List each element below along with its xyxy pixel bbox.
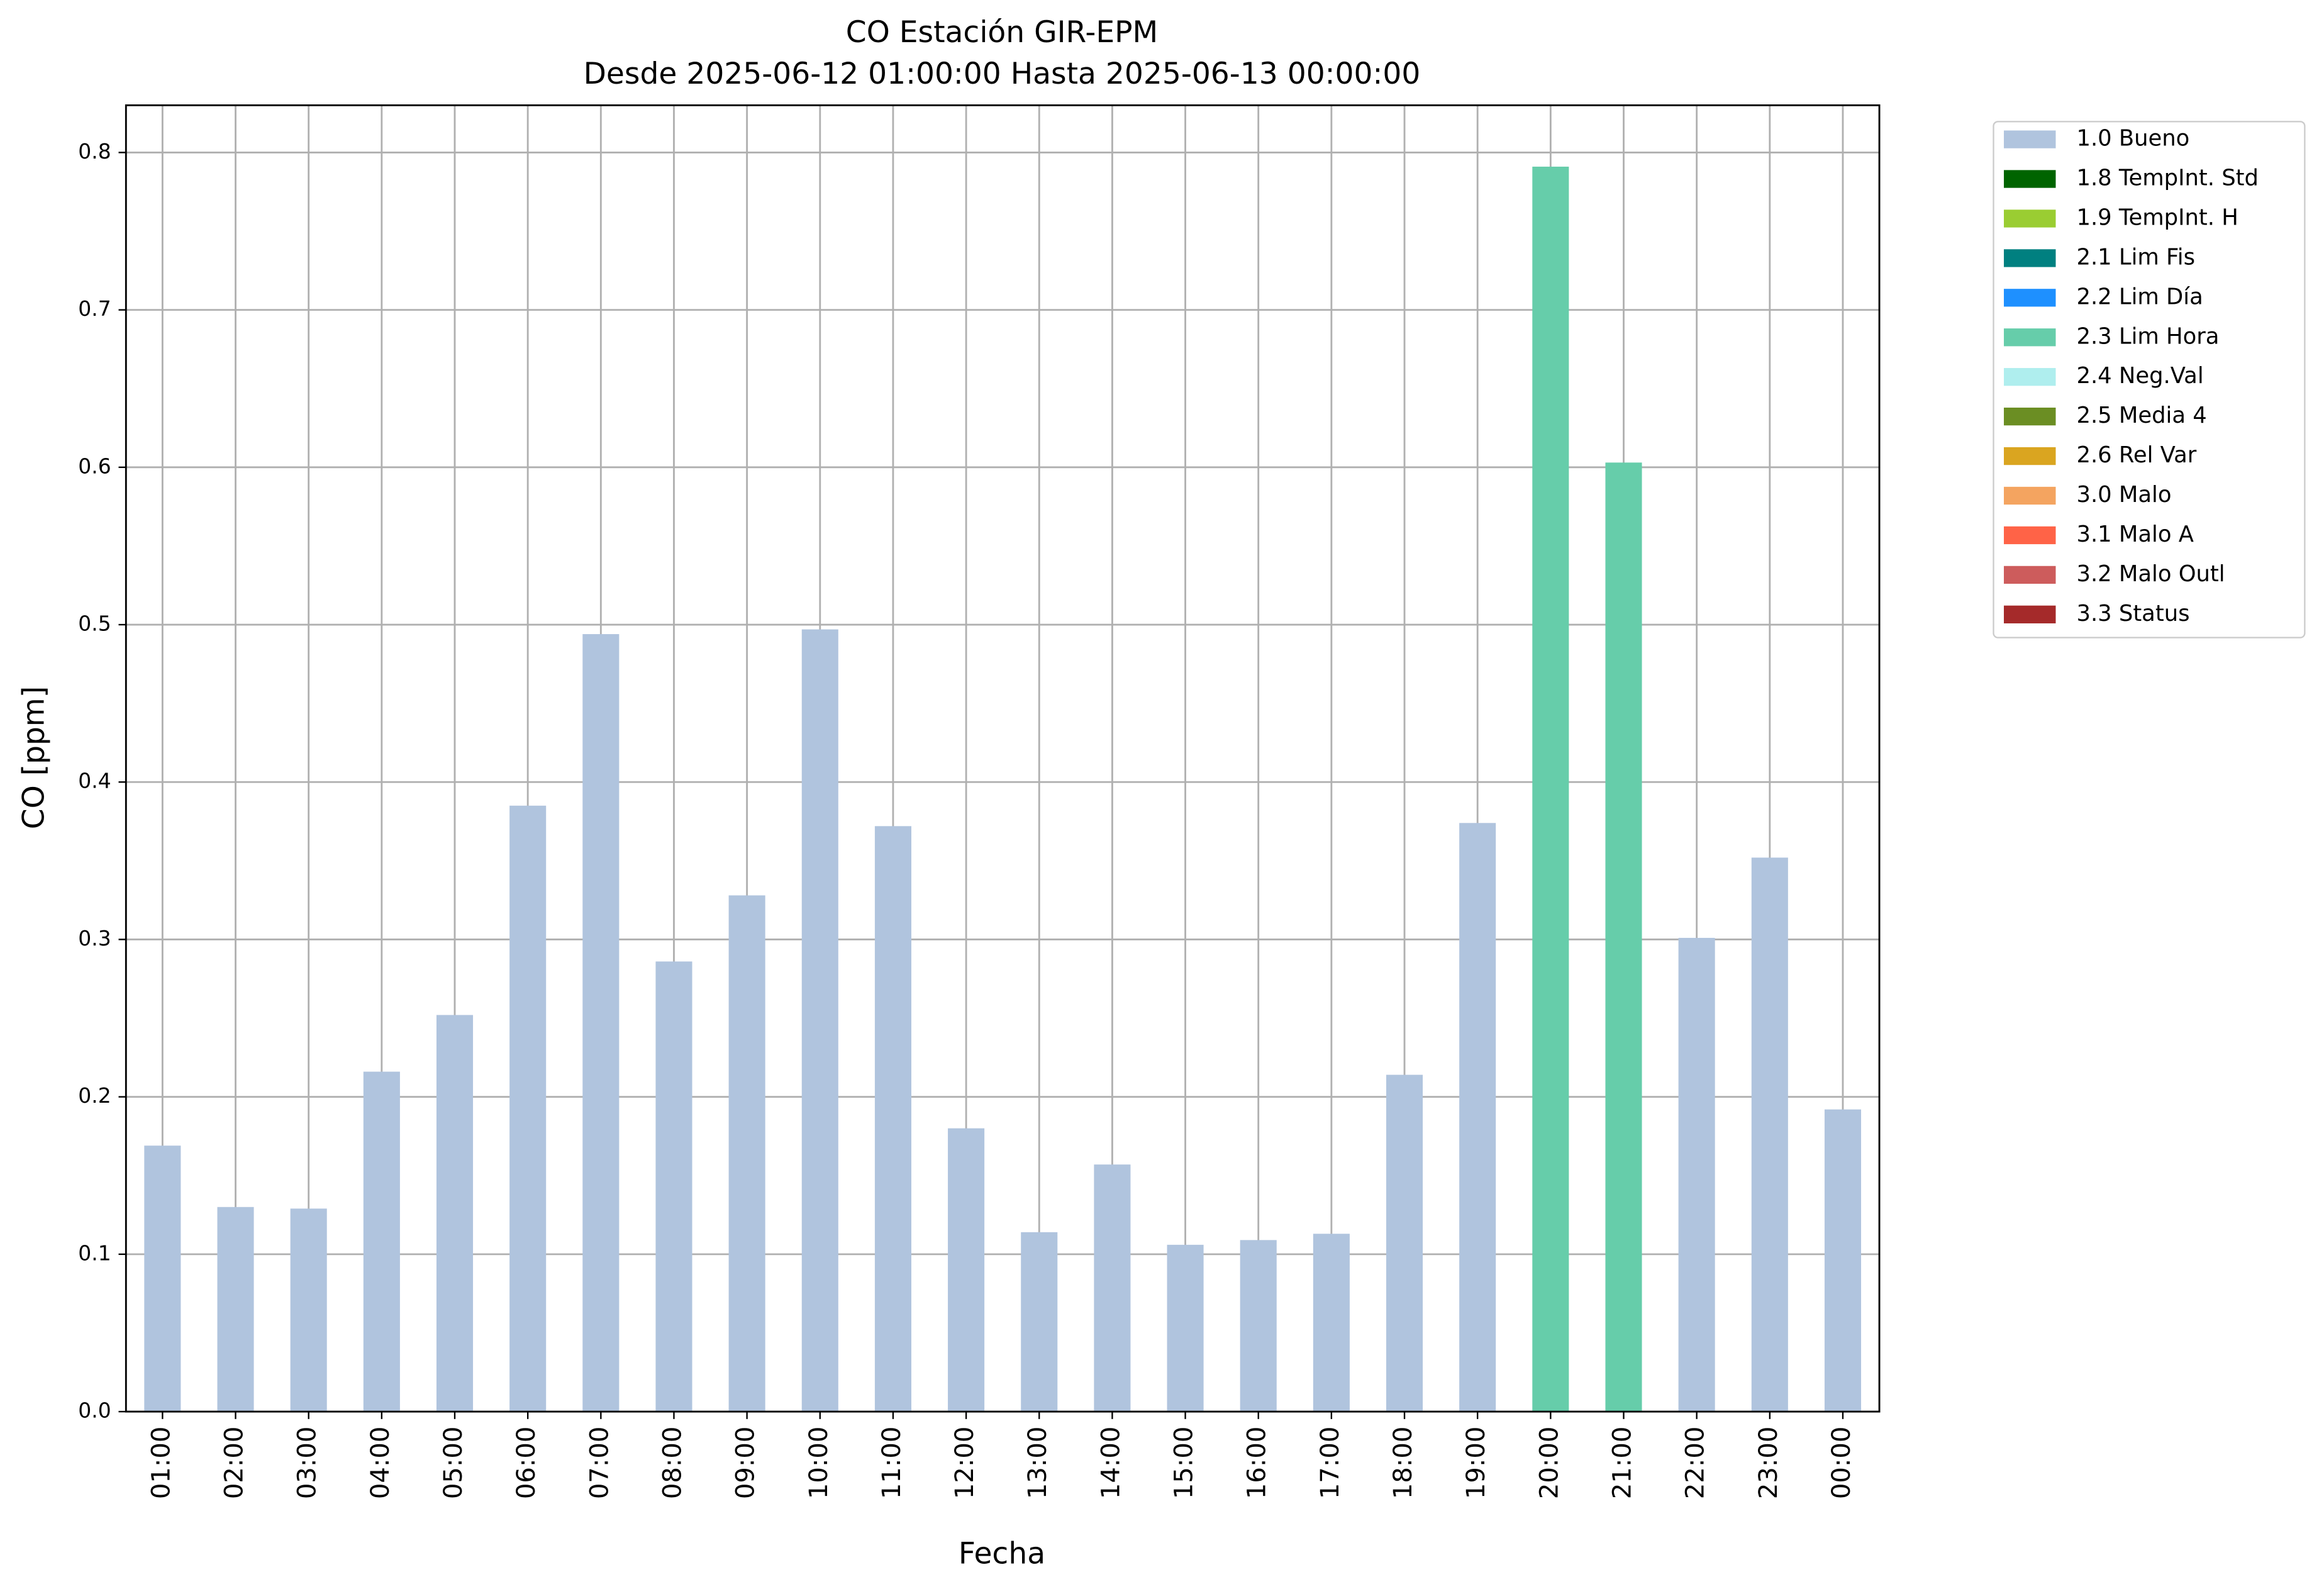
x-tick-label: 14:00	[1096, 1427, 1125, 1499]
legend-swatch	[2003, 289, 2056, 307]
legend-swatch	[2003, 209, 2056, 228]
legend-box	[1993, 121, 2306, 638]
bar	[1678, 937, 1715, 1412]
bar	[144, 1145, 181, 1412]
bar	[1751, 857, 1788, 1412]
ticks: 0.0 0.1 0.2 0.3 0.4 0.5 0.6 0.7 0.8 01:00 02:00 03:…	[78, 139, 1856, 1499]
bar	[436, 1015, 474, 1412]
bar	[1386, 1074, 1423, 1412]
legend-label: 3.1 Malo A	[2076, 521, 2193, 547]
x-tick-label: 16:00	[1243, 1427, 1272, 1499]
chart-title: CO Estación GIR-EPM	[846, 15, 1158, 50]
bar	[363, 1071, 400, 1412]
x-tick-label: 06:00	[512, 1427, 541, 1499]
y-tick-label: 0.1	[78, 1240, 111, 1265]
legend-label: 3.3 Status	[2076, 601, 2189, 627]
bar	[801, 629, 838, 1412]
bar	[1094, 1164, 1131, 1412]
y-tick-label: 0.4	[78, 769, 111, 793]
x-tick-label: 19:00	[1462, 1427, 1491, 1499]
x-tick-label: 03:00	[293, 1427, 322, 1499]
legend-swatch	[2003, 566, 2056, 584]
bar	[1532, 166, 1569, 1412]
legend-swatch	[2003, 447, 2056, 465]
bar	[1167, 1244, 1204, 1412]
bar	[874, 826, 911, 1412]
x-tick-label: 23:00	[1754, 1427, 1783, 1499]
chart-subtitle: Desde 2025-06-12 01:00:00 Hasta 2025-06-…	[584, 57, 1421, 91]
x-axis-label: Fecha	[959, 1537, 1045, 1571]
x-tick-label: 10:00	[804, 1427, 833, 1499]
x-tick-label: 02:00	[220, 1427, 249, 1499]
legend-label: 2.2 Lim Día	[2076, 284, 2203, 309]
legend-swatch	[2003, 407, 2056, 426]
bar	[1313, 1234, 1350, 1412]
bar	[1824, 1109, 1862, 1412]
x-tick-label: 21:00	[1608, 1427, 1637, 1499]
x-tick-label: 04:00	[366, 1427, 395, 1499]
legend-label: 1.0 Bueno	[2076, 126, 2189, 152]
legend-label: 2.3 Lim Hora	[2076, 323, 2219, 349]
x-tick-label: 01:00	[147, 1427, 175, 1499]
y-tick-label: 0.3	[78, 926, 111, 950]
bars	[144, 166, 1862, 1412]
x-tick-label: 08:00	[658, 1427, 687, 1499]
bar	[1459, 823, 1496, 1412]
x-tick-label: 20:00	[1535, 1427, 1564, 1499]
legend-swatch	[2003, 130, 2056, 148]
y-axis-label: CO [ppm]	[17, 686, 52, 830]
y-tick-label: 0.5	[78, 611, 111, 636]
legend-label: 2.6 Rel Var	[2076, 442, 2196, 468]
legend-label: 2.4 Neg.Val	[2076, 363, 2203, 389]
legend-swatch	[2003, 249, 2056, 267]
bar	[1240, 1240, 1277, 1412]
x-tick-label: 18:00	[1389, 1427, 1418, 1499]
x-tick-label: 09:00	[731, 1427, 760, 1499]
legend: 1.0 Bueno 1.8 TempInt. Std 1.9 TempInt. H 2…	[2003, 126, 2259, 627]
legend-label: 2.1 Lim Fis	[2076, 244, 2195, 270]
legend-label: 1.9 TempInt. H	[2076, 204, 2238, 230]
x-tick-label: 17:00	[1316, 1427, 1345, 1499]
bar	[655, 961, 692, 1412]
bar	[217, 1207, 254, 1412]
x-tick-label: 15:00	[1170, 1427, 1199, 1499]
x-tick-label: 12:00	[950, 1427, 979, 1499]
x-tick-label: 11:00	[877, 1427, 906, 1499]
x-tick-label: 05:00	[439, 1427, 468, 1499]
legend-label: 1.8 TempInt. Std	[2076, 165, 2258, 191]
bar	[509, 805, 547, 1412]
bar	[1021, 1232, 1058, 1412]
y-tick-label: 0.8	[78, 139, 111, 164]
x-tick-label: 22:00	[1681, 1427, 1710, 1499]
legend-swatch	[2003, 170, 2056, 188]
bar	[1605, 462, 1642, 1412]
y-tick-label: 0.7	[78, 296, 111, 321]
bar	[728, 895, 765, 1412]
legend-swatch	[2003, 486, 2056, 505]
x-tick-label: 07:00	[585, 1427, 614, 1499]
legend-swatch	[2003, 328, 2056, 347]
plot-frame	[125, 104, 1881, 1413]
x-tick-label: 00:00	[1827, 1427, 1856, 1499]
bar	[948, 1128, 985, 1412]
y-tick-label: 0.2	[78, 1083, 111, 1108]
bar	[582, 634, 620, 1412]
legend-label: 2.5 Media 4	[2076, 403, 2206, 428]
legend-swatch	[2003, 605, 2056, 623]
legend-swatch	[2003, 368, 2056, 386]
y-tick-label: 0.6	[78, 454, 111, 478]
legend-swatch	[2003, 526, 2056, 545]
legend-label: 3.0 Malo	[2076, 482, 2171, 508]
legend-label: 3.2 Malo Outl	[2076, 561, 2225, 587]
x-tick-label: 13:00	[1023, 1427, 1052, 1499]
bar	[290, 1208, 327, 1412]
y-tick-label: 0.0	[78, 1398, 111, 1423]
